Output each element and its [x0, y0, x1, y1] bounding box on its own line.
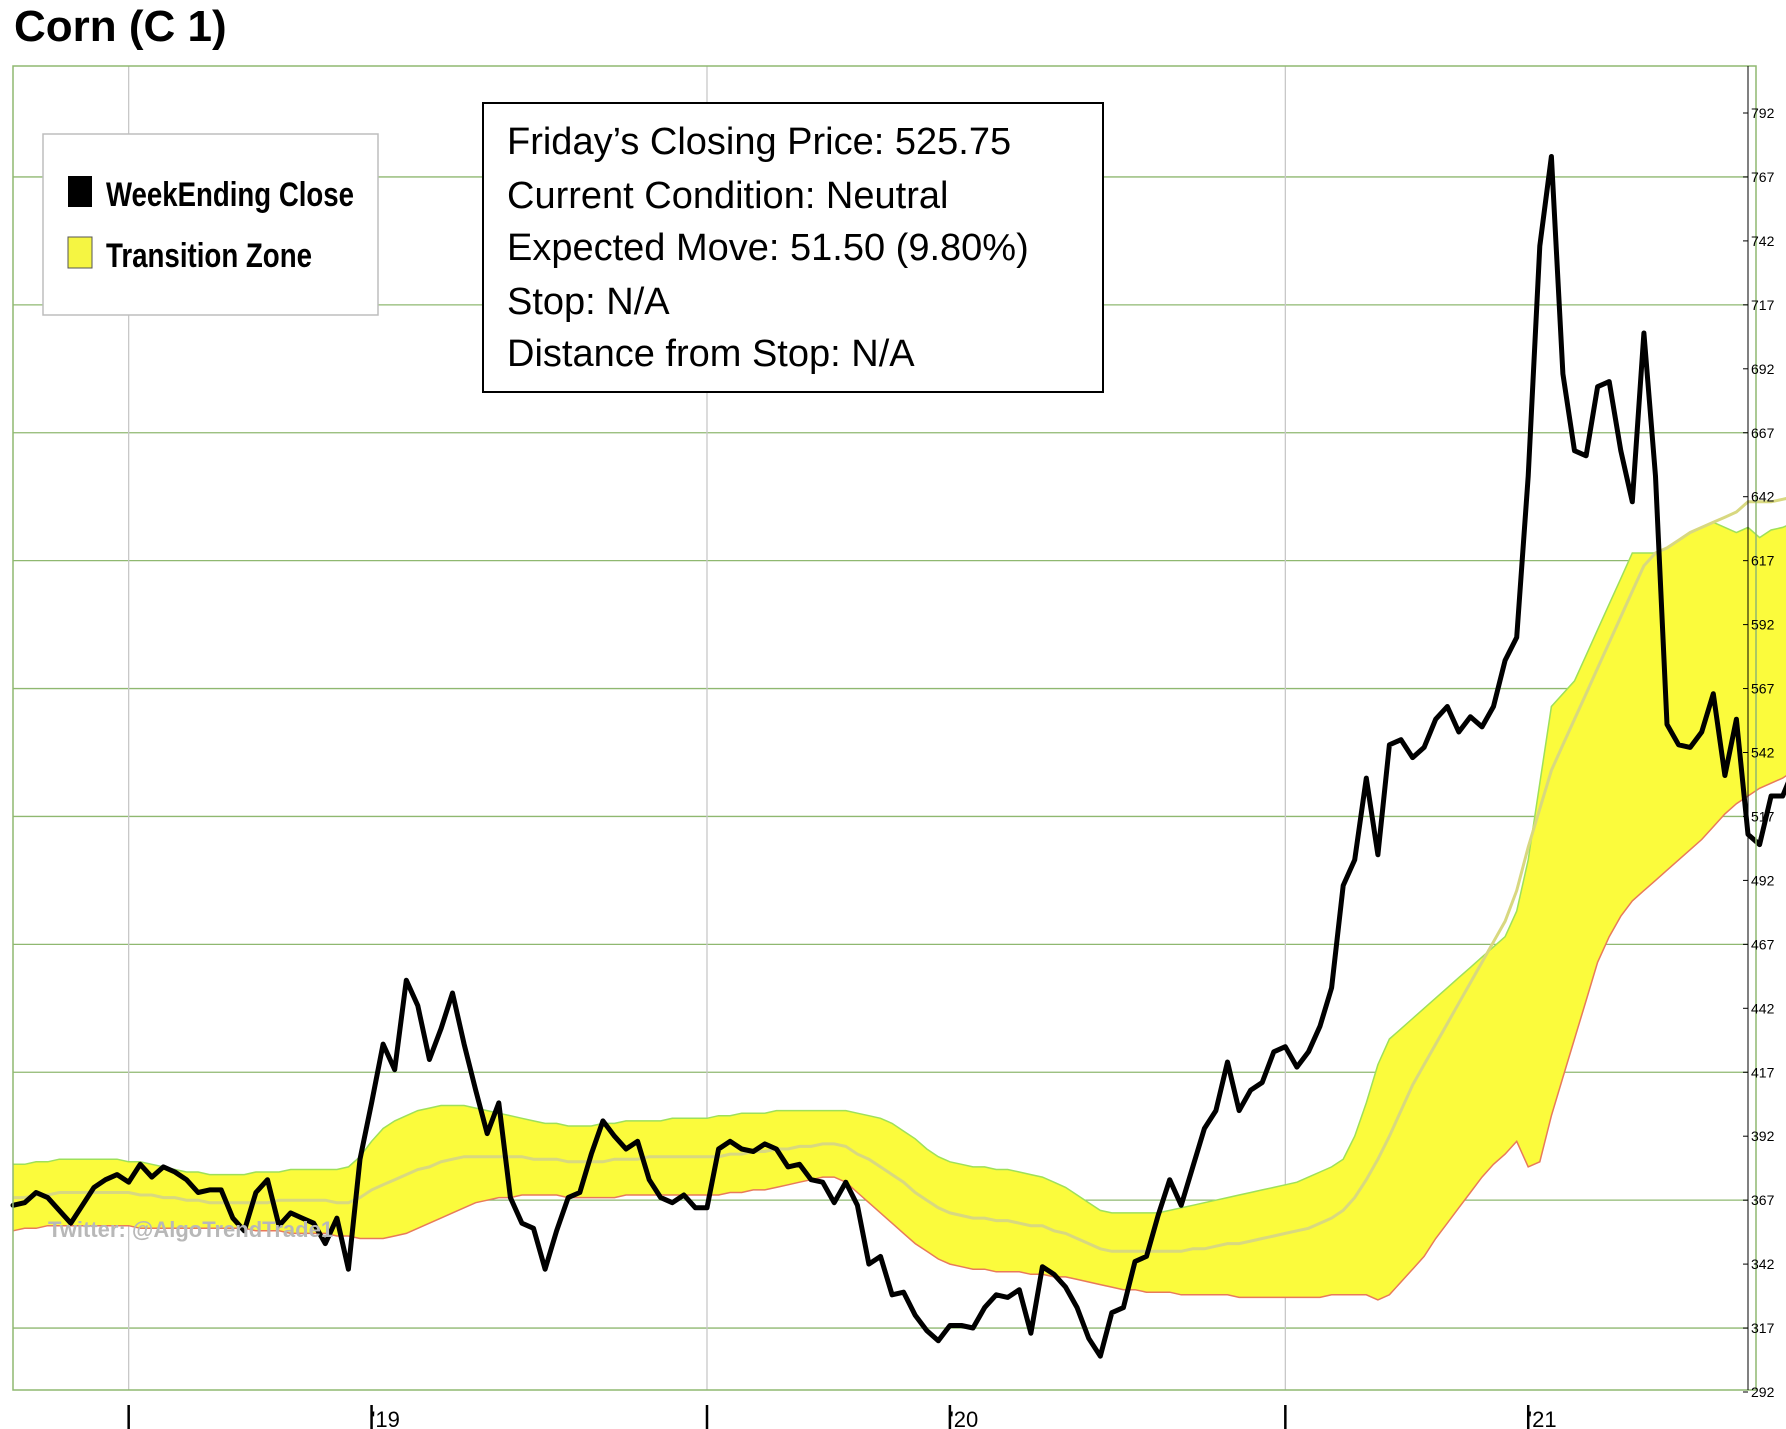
watermark-text: Twitter: @AlgoTrendTrade1: [48, 1217, 333, 1242]
transition-zone-area: [13, 522, 1786, 1300]
y-tick-label: 767: [1751, 169, 1775, 185]
plot-frame: [12, 65, 1757, 1391]
y-tick-label: 442: [1751, 1000, 1775, 1016]
y-tick-label: 342: [1751, 1256, 1775, 1272]
weekending-close-line: [10, 154, 1786, 1359]
y-tick-label: 717: [1751, 297, 1775, 313]
transition-zone-midline: [13, 497, 1786, 1253]
y-tick-label: 742: [1751, 233, 1775, 249]
x-tick-label: '21: [1528, 1407, 1557, 1429]
y-tick-label: 367: [1751, 1192, 1775, 1208]
x-tick-label: '20: [950, 1407, 979, 1429]
y-tick-label: 492: [1751, 872, 1775, 888]
info-stop: Stop: N/A: [507, 281, 670, 323]
transition-zone-upper-edge: [13, 521, 1786, 1214]
info-box: Friday’s Closing Price: 525.75 Current C…: [482, 102, 1104, 393]
y-tick-label: 292: [1751, 1384, 1775, 1400]
y-tick-label: 467: [1751, 936, 1775, 952]
y-tick-label: 792: [1751, 105, 1775, 121]
info-box-frame: [482, 102, 1104, 393]
y-tick-label: 317: [1751, 1320, 1775, 1336]
info-expected-move: Expected Move: 51.50 (9.80%): [507, 227, 1029, 269]
legend-box: [42, 133, 379, 316]
y-tick-label: 567: [1751, 681, 1775, 697]
y-tick-label: 592: [1751, 617, 1775, 633]
y-tick-label: 542: [1751, 745, 1775, 761]
y-tick-label: 617: [1751, 553, 1775, 569]
transition-zone-layer: [12, 497, 1786, 1301]
y-tick-label: 392: [1751, 1128, 1775, 1144]
info-current-condition: Current Condition: Neutral: [507, 175, 948, 217]
legend: WeekEnding Close Transition Zone: [42, 133, 379, 316]
legend-swatch-zone: [67, 236, 93, 269]
legend-swatch-close: [68, 176, 92, 207]
close-line-layer: [10, 154, 1786, 1359]
info-closing-price: Friday’s Closing Price: 525.75: [507, 121, 1011, 163]
y-tick-label: 517: [1751, 808, 1775, 824]
axis-layer: 292 317 342 367 392 417 442 467 492 517 542 567 592 6…: [127, 66, 1775, 1429]
y-tick-label: 667: [1751, 425, 1775, 441]
x-tick-label: '19: [371, 1407, 400, 1429]
y-tick-label: 417: [1751, 1064, 1775, 1080]
legend-label-zone: Transition Zone: [106, 237, 312, 275]
legend-label-close: WeekEnding Close: [106, 176, 354, 214]
chart-title: Corn (C 1): [14, 2, 227, 51]
info-distance-from-stop: Distance from Stop: N/A: [507, 333, 915, 375]
transition-zone-lower-edge: [12, 775, 1786, 1301]
y-tick-label: 642: [1751, 489, 1775, 505]
y-tick-label: 692: [1751, 361, 1775, 377]
